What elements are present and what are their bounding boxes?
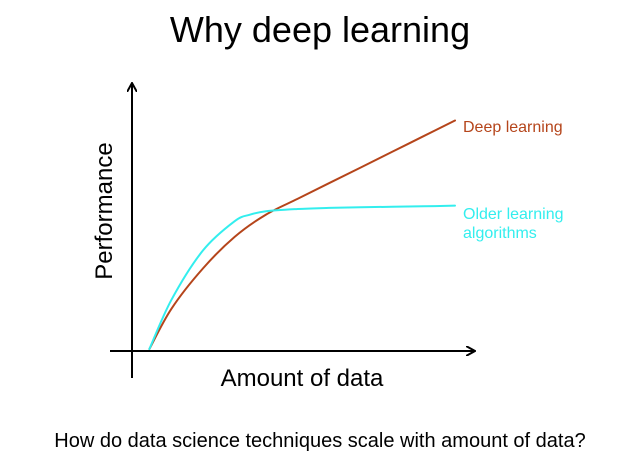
x-axis-label: Amount of data — [220, 365, 384, 392]
chart-title: Why deep learning — [169, 9, 471, 50]
series-layer — [148, 119, 456, 350]
series-label-deep-learning: Deep learning — [463, 119, 563, 136]
y-axis-label: Performance — [91, 142, 118, 280]
series-line-deep-learning — [148, 119, 456, 350]
series-line-older-algorithms — [148, 204, 456, 350]
caption: How do data science techniques scale wit… — [54, 430, 586, 452]
series-label-older-algorithms: Older learning algorithms — [463, 206, 564, 242]
